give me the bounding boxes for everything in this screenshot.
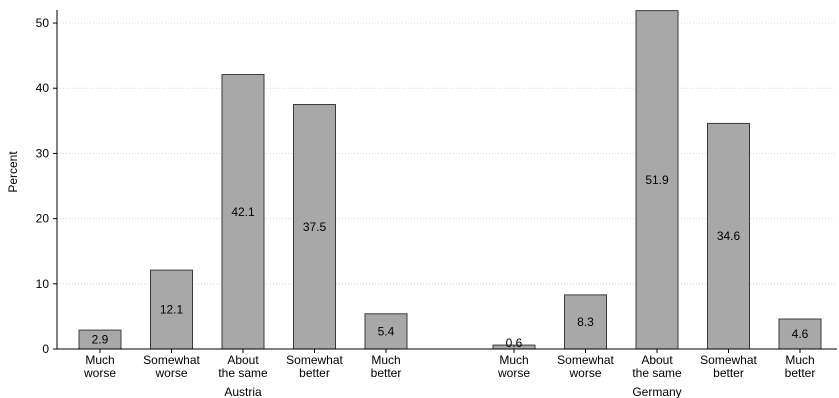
bar bbox=[564, 294, 607, 350]
y-tick-label: 40 bbox=[36, 81, 50, 95]
x-category-label: Much better bbox=[785, 353, 816, 380]
x-category-label: About the same bbox=[218, 353, 268, 380]
x-category-label: About the same bbox=[632, 353, 682, 380]
bar bbox=[150, 269, 193, 350]
x-category-label: Somewhat better bbox=[700, 353, 757, 380]
bar-value-label: 12.1 bbox=[160, 303, 184, 317]
bars bbox=[78, 10, 822, 350]
y-tick-label: 20 bbox=[36, 212, 50, 226]
bar-value-label: 34.6 bbox=[717, 229, 741, 243]
bar bbox=[707, 122, 750, 350]
bar bbox=[635, 10, 679, 350]
group-label: Austria bbox=[224, 385, 262, 398]
x-category-label: Much worse bbox=[83, 353, 116, 380]
bar-value-label: 0.6 bbox=[506, 336, 523, 350]
bar bbox=[221, 74, 265, 350]
labels: 2.9 Much worse 12.1 Somewhat worse 42.1 About th… bbox=[83, 173, 815, 398]
bar bbox=[778, 318, 822, 350]
bar-value-label: 42.1 bbox=[231, 205, 255, 219]
x-category-label: Somewhat better bbox=[286, 353, 343, 380]
axes: Percent 0 10 20 30 40 50 bbox=[6, 10, 837, 356]
bar-value-label: 8.3 bbox=[577, 315, 594, 329]
y-tick-label: 30 bbox=[36, 146, 50, 160]
bar-value-label: 37.5 bbox=[303, 220, 327, 234]
y-tick-label: 50 bbox=[36, 16, 50, 30]
x-category-label: Somewhat worse bbox=[557, 353, 614, 380]
y-axis-title: Percent bbox=[6, 151, 20, 193]
bar bbox=[293, 104, 336, 350]
bar-value-label: 2.9 bbox=[92, 333, 109, 347]
x-category-label: Much worse bbox=[497, 353, 530, 380]
x-category-label: Much better bbox=[371, 353, 402, 380]
y-tick-label: 0 bbox=[42, 342, 49, 356]
y-tick-label: 10 bbox=[36, 277, 50, 291]
bar-value-label: 5.4 bbox=[378, 324, 395, 338]
bar bbox=[364, 313, 408, 350]
bar-value-label: 51.9 bbox=[645, 173, 669, 187]
group-label: Germany bbox=[632, 385, 681, 398]
bar-value-label: 4.6 bbox=[792, 327, 809, 341]
x-category-label: Somewhat worse bbox=[143, 353, 200, 380]
